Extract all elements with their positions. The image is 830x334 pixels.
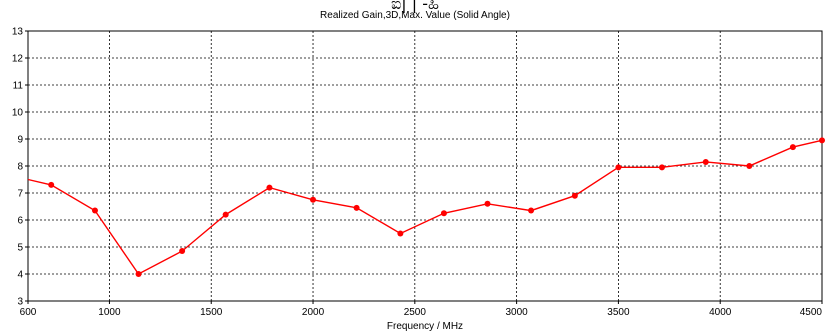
data-point — [266, 184, 273, 191]
data-point — [222, 211, 229, 218]
data-point — [440, 210, 447, 217]
data-point — [615, 164, 622, 171]
x-tick-label: 3000 — [505, 307, 528, 318]
data-point — [179, 248, 186, 255]
data-point — [746, 163, 753, 169]
x-tick-label: 4000 — [709, 307, 732, 318]
y-tick-label: 13 — [12, 27, 24, 38]
y-tick-label: 10 — [12, 108, 24, 119]
x-axis-label: Frequency / MHz — [387, 321, 463, 332]
y-tick-label: 8 — [17, 162, 23, 173]
y-tick-label: 6 — [17, 216, 23, 227]
data-point — [397, 230, 404, 237]
data-point — [48, 181, 55, 188]
x-tick-label: 3500 — [607, 307, 630, 318]
chart-title-fragment: ಐ| | -ಹಿ — [391, 0, 439, 13]
data-point — [310, 196, 317, 203]
series-layer — [27, 137, 825, 277]
data-point — [702, 158, 709, 165]
data-point — [789, 144, 796, 151]
x-tick-label: 4500 — [800, 307, 823, 318]
y-tick-label: 3 — [17, 297, 23, 308]
data-point — [353, 204, 360, 211]
y-tick-label: 11 — [13, 81, 24, 92]
data-point — [91, 207, 98, 214]
y-tick-label: 9 — [17, 135, 23, 146]
data-point — [484, 200, 491, 207]
x-tick-label: 2500 — [404, 307, 427, 318]
y-axis-ticks: 3 4 5 6 7 8 9 10 11 12 13 — [12, 27, 28, 308]
x-tick-label: 1000 — [98, 307, 121, 318]
x-tick-label: 600 — [20, 307, 37, 318]
gridlines — [28, 31, 822, 301]
series-line — [27, 139, 823, 275]
x-axis-ticks: 600 1000 1500 2000 2500 3000 3500 4000 4500 — [20, 301, 823, 318]
y-tick-label: 7 — [17, 189, 23, 200]
data-point — [571, 192, 578, 199]
y-tick-label: 5 — [17, 243, 23, 254]
data-point — [135, 271, 142, 277]
chart-subtitle: Realized Gain,3D,Max. Value (Solid Angle… — [320, 10, 510, 21]
y-tick-label: 4 — [17, 270, 23, 281]
data-point — [819, 137, 825, 144]
x-tick-label: 2000 — [302, 307, 325, 318]
data-point — [658, 164, 665, 171]
y-tick-label: 12 — [12, 54, 24, 65]
x-tick-label: 1500 — [200, 307, 223, 318]
data-point — [528, 207, 535, 214]
